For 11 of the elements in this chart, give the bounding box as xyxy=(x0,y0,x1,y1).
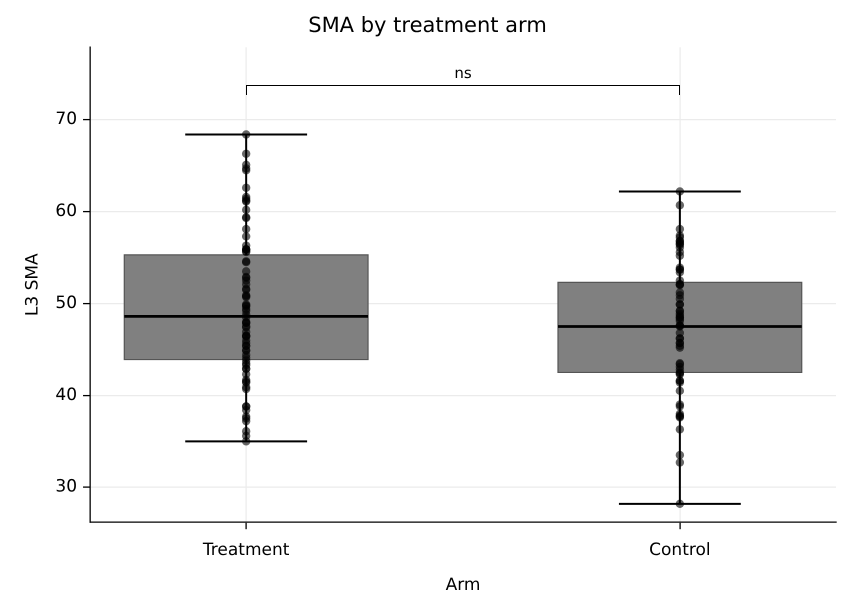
annotation: ns xyxy=(454,64,472,82)
x-axis-title: Arm xyxy=(446,575,480,596)
y-tick-label: 30 xyxy=(55,476,78,497)
y-tick-label: 50 xyxy=(55,292,78,313)
y-axis-title: L3 SMA xyxy=(22,252,43,316)
chart-title: SMA by treatment arm xyxy=(308,13,547,38)
y-tick-label: 70 xyxy=(55,109,78,130)
y-tick-label: 40 xyxy=(55,384,78,405)
y-tick-label: 60 xyxy=(55,201,78,222)
x-tick-label: Control xyxy=(649,540,711,560)
x-tick-label: Treatment xyxy=(202,540,290,560)
